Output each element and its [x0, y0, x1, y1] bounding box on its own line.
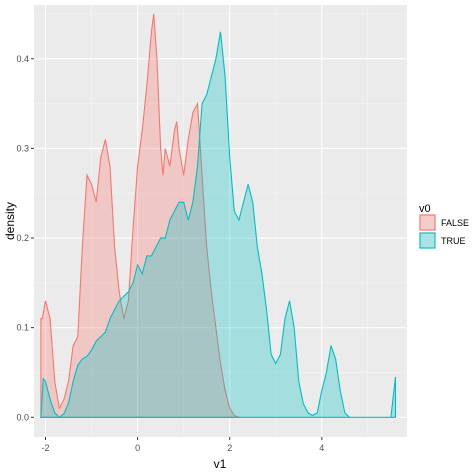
legend-key-true: [419, 232, 436, 249]
density-area-true: [40, 31, 396, 418]
legend: v0 FALSE TRUE: [419, 203, 469, 249]
y-tick-label: 0.3: [16, 143, 29, 153]
density-areas: [39, 13, 397, 419]
y-axis-label: density: [3, 202, 17, 240]
y-tick-label: 0.2: [16, 233, 29, 243]
density-line-false: [40, 13, 240, 418]
density-area-false: [40, 13, 239, 418]
x-tick-label: -2: [42, 443, 50, 453]
x-tick-label: 2: [227, 443, 232, 453]
y-tick-label: 0.0: [16, 412, 29, 422]
legend-title: v0: [419, 203, 431, 215]
axes: -2 0 2 4 0.0 0.1 0.2 0.3 0.4: [16, 54, 324, 453]
legend-key-background: [419, 232, 436, 249]
x-axis-label: v1: [214, 457, 227, 471]
legend-label-true: TRUE: [441, 236, 466, 246]
y-tick-label: 0.1: [16, 323, 29, 333]
x-tick-label: 0: [135, 443, 140, 453]
legend-key-false: [419, 214, 436, 231]
legend-key-background: [419, 214, 436, 231]
y-tick-label: 0.4: [16, 54, 29, 64]
x-tick-label: 4: [319, 443, 324, 453]
legend-label-false: FALSE: [441, 218, 469, 228]
density-line-true: [39, 31, 397, 419]
